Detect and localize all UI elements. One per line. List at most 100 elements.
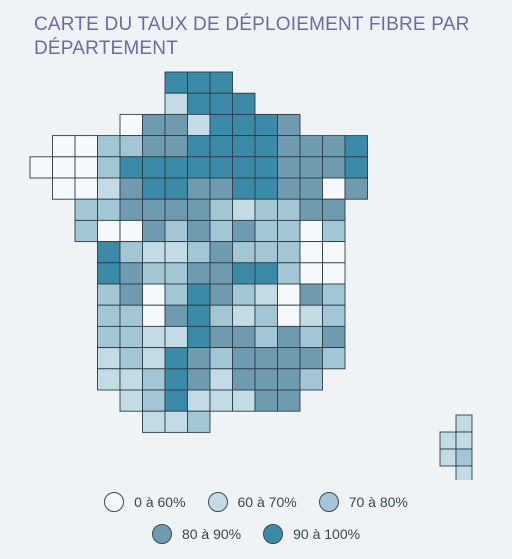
department-tile-8-5 <box>142 241 166 264</box>
department-tile-6-8 <box>209 198 233 221</box>
department-tile-6-10 <box>254 198 278 221</box>
department-tile-3-14 <box>344 135 368 158</box>
department-tile-4-5 <box>142 156 166 179</box>
legend-item-70-80: 70 à 80% <box>318 492 408 512</box>
department-tile-4-8 <box>209 156 233 179</box>
department-tile-7-11 <box>277 219 301 243</box>
legend-swatch-90-100 <box>263 524 284 544</box>
department-tile-1-7 <box>187 92 211 115</box>
legend-item-60-70: 60 à 70% <box>207 492 297 512</box>
department-tile-4-1 <box>52 156 76 179</box>
department-tile-11-10 <box>254 304 278 327</box>
department-tile-5-3 <box>97 177 121 200</box>
department-tile-12-13 <box>322 325 346 349</box>
department-tile-9-10 <box>254 262 278 285</box>
department-tile-8-6 <box>164 241 188 264</box>
legend-item-90-100: 90 à 100% <box>263 524 360 544</box>
department-tile-0-7 <box>187 71 211 94</box>
department-tile-2-8 <box>209 113 233 137</box>
france-map <box>29 71 473 480</box>
department-tile-3-9 <box>232 135 256 158</box>
department-tile-14-11 <box>277 368 301 391</box>
department-tile-5-4 <box>119 177 143 200</box>
department-tile-10-8 <box>209 283 233 306</box>
department-tile-14-9 <box>232 368 256 391</box>
legend-swatch-60-70 <box>207 492 228 512</box>
department-tile-10-9 <box>232 283 256 306</box>
department-tile-15-6 <box>164 389 188 412</box>
department-tile-14-4 <box>119 368 143 391</box>
department-tile-2-6 <box>164 113 188 137</box>
department-tile-11-13 <box>322 304 346 327</box>
department-tile-9-4 <box>119 262 143 285</box>
department-tile-8-4 <box>119 241 143 264</box>
department-tile-9-12 <box>299 262 323 285</box>
department-tile-4-2 <box>74 156 98 179</box>
department-tile-8-3 <box>97 241 121 264</box>
department-tile-8-8 <box>209 241 233 264</box>
department-tile-13-4 <box>119 347 143 370</box>
department-tile-9-11 <box>277 262 301 285</box>
department-tile-10-4 <box>119 283 143 306</box>
department-tile-12-7 <box>187 325 211 349</box>
department-tile-11-3 <box>97 304 121 327</box>
department-tile-0-6 <box>164 71 188 94</box>
department-tile-3-6 <box>164 135 188 158</box>
department-tile-13-7 <box>187 347 211 370</box>
department-tile-0-8 <box>209 71 233 94</box>
department-tile-7-4 <box>119 219 143 243</box>
department-tile-11-8 <box>209 304 233 327</box>
legend-label-90-100: 90 à 100% <box>293 526 361 542</box>
department-tile-14-3 <box>97 368 121 391</box>
department-tile-10-10 <box>254 283 278 306</box>
department-tile-4-4 <box>119 156 143 179</box>
department-tile-9-7 <box>187 262 211 285</box>
department-tile-13-5 <box>142 347 166 370</box>
department-tile-5-14 <box>344 177 368 200</box>
department-tile-16-5 <box>142 410 166 433</box>
department-tile-12-5 <box>142 325 166 349</box>
department-tile-9-6 <box>164 262 188 285</box>
department-tile-15-7 <box>187 389 211 412</box>
department-tile-7-9 <box>232 219 256 243</box>
department-tile-14-6 <box>164 368 188 391</box>
department-tile-3-8 <box>209 135 233 158</box>
department-tile-12-6 <box>164 325 188 349</box>
department-tile-5-10 <box>254 177 278 200</box>
department-tile-12-3 <box>97 325 121 349</box>
department-tile-13-6 <box>164 347 188 370</box>
department-tile-8-12 <box>299 241 323 264</box>
department-tile-4-3 <box>97 156 121 179</box>
department-tile-12-4 <box>119 325 143 349</box>
department-tile-6-9 <box>232 198 256 221</box>
department-tile-13-10 <box>254 347 278 370</box>
department-tile-7-6 <box>164 219 188 243</box>
department-tile-6-11 <box>277 198 301 221</box>
legend-swatch-80-90 <box>151 524 172 544</box>
department-tile-7-3 <box>97 219 121 243</box>
department-tile-2-9 <box>232 113 256 137</box>
department-tile-10-13 <box>322 283 346 306</box>
corsica-tile-2-1 <box>455 448 473 467</box>
department-tile-3-1 <box>52 135 76 158</box>
legend-label-80-90: 80 à 90% <box>181 526 242 542</box>
legend-row-2: 80 à 90% 90 à 100% <box>0 518 512 550</box>
department-tile-11-6 <box>164 304 188 327</box>
department-tile-6-4 <box>119 198 143 221</box>
department-tile-2-4 <box>119 113 143 137</box>
legend: 0 à 60% 60 à 70% 70 à 80% 80 à 90% 90 à … <box>0 486 512 550</box>
department-tile-9-3 <box>97 262 121 285</box>
department-tile-3-10 <box>254 135 278 158</box>
department-tile-5-11 <box>277 177 301 200</box>
department-tile-8-10 <box>254 241 278 264</box>
department-tile-14-12 <box>299 368 323 391</box>
department-tile-14-5 <box>142 368 166 391</box>
department-tile-1-8 <box>209 92 233 115</box>
department-tile-6-5 <box>142 198 166 221</box>
department-tile-11-12 <box>299 304 323 327</box>
department-tile-5-6 <box>164 177 188 200</box>
department-tile-11-7 <box>187 304 211 327</box>
department-tile-6-12 <box>299 198 323 221</box>
department-tile-4-14 <box>344 156 368 179</box>
legend-item-0-60: 0 à 60% <box>104 492 186 512</box>
